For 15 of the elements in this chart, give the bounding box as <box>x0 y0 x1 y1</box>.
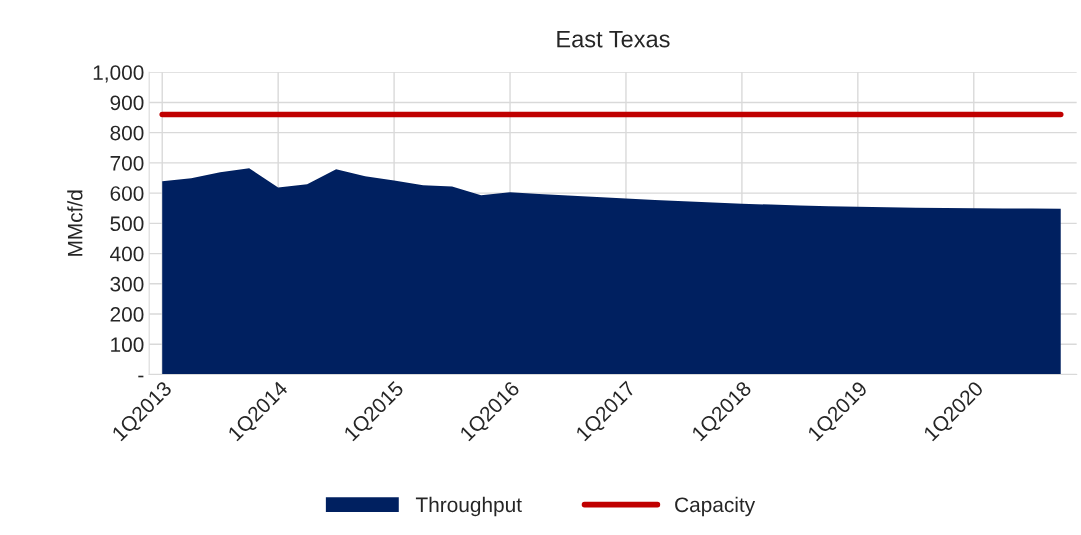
y-tick-label: 200 <box>110 307 144 322</box>
y-tick-label: 100 <box>111 337 144 353</box>
y-tick-label: 500 <box>110 216 144 232</box>
y-tick-label: 600 <box>110 186 144 201</box>
y-tick-label: - <box>138 375 144 378</box>
legend-label: Capacity <box>675 496 756 517</box>
y-tick-label: 700 <box>110 155 144 171</box>
legend-label: Throughput <box>415 496 522 517</box>
y-axis-title: MMcf/d <box>67 190 83 256</box>
y-tick-label: 800 <box>110 125 144 141</box>
y-tick-label: 1,000 <box>93 65 144 83</box>
chart-title: East Texas <box>557 30 670 48</box>
y-tick-label: 300 <box>110 276 144 292</box>
y-tick-label: 400 <box>110 246 144 262</box>
y-tick-label: 900 <box>110 95 144 111</box>
